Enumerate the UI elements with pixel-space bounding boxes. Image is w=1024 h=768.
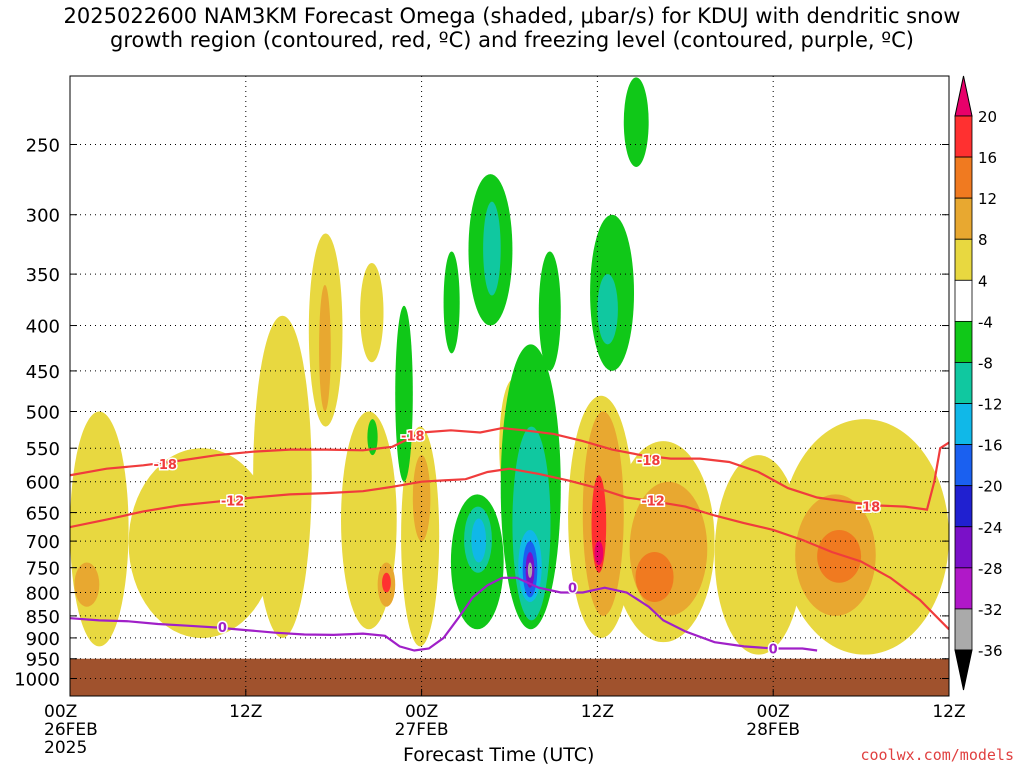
x-tick-label: 2025 bbox=[44, 738, 87, 758]
ground-layer bbox=[70, 658, 949, 696]
colorbar-label: -4 bbox=[978, 313, 993, 331]
contour-line-0 bbox=[70, 576, 818, 652]
contour-label: 0 bbox=[568, 582, 577, 597]
omega-shade-region bbox=[483, 201, 501, 296]
contour-label: -18 bbox=[153, 458, 177, 473]
x-tick-label: 00Z bbox=[405, 702, 438, 722]
colorbar-label: -12 bbox=[978, 396, 1003, 414]
contour-line--12 bbox=[70, 467, 949, 631]
contour-label: 0 bbox=[769, 642, 778, 657]
title-line-1: 2025022600 NAM3KM Forecast Omega (shaded… bbox=[63, 4, 961, 28]
y-tick-label: 900 bbox=[26, 629, 60, 650]
omega-shade-region bbox=[367, 419, 378, 456]
omega-shade-region bbox=[623, 77, 649, 167]
y-tick-label: 700 bbox=[26, 532, 60, 553]
colorbar-swatch bbox=[954, 279, 973, 322]
omega-shade-region bbox=[817, 529, 862, 583]
x-axis-label: Forecast Time (UTC) bbox=[403, 744, 595, 766]
y-tick-label: 400 bbox=[26, 317, 60, 338]
colorbar-bottom-arrow bbox=[954, 649, 973, 691]
y-tick-label: 300 bbox=[26, 206, 60, 227]
x-tick-label: 12Z bbox=[581, 702, 614, 722]
watermark: coolwx.com/models bbox=[860, 746, 1014, 764]
colorbar-label: -32 bbox=[978, 601, 1003, 619]
y-tick-label: 550 bbox=[26, 439, 60, 460]
omega-shade-region bbox=[443, 251, 460, 354]
omega-shade-region bbox=[128, 448, 276, 638]
omega-shade-region bbox=[395, 305, 413, 482]
colorbar-label: -24 bbox=[978, 519, 1003, 537]
omega-shade-region bbox=[382, 572, 391, 593]
omega-shade-region bbox=[253, 315, 312, 638]
omega-shade-region bbox=[360, 262, 384, 363]
omega-shade-region bbox=[597, 274, 618, 345]
colorbar-label: 16 bbox=[978, 149, 997, 167]
colorbar-top-arrow bbox=[954, 75, 973, 117]
colorbar-swatch bbox=[954, 526, 973, 569]
contour-line--18 bbox=[70, 426, 949, 511]
colorbar-swatch bbox=[954, 403, 973, 446]
omega-shade-region bbox=[412, 455, 431, 542]
colorbar-label: -36 bbox=[978, 642, 1003, 660]
colorbar-swatch bbox=[954, 608, 973, 651]
colorbar-label: 20 bbox=[978, 108, 997, 126]
y-tick-label: 950 bbox=[26, 650, 60, 671]
colorbar-label: 4 bbox=[978, 272, 988, 290]
colorbar-label: 12 bbox=[978, 190, 997, 208]
omega-shade-region bbox=[70, 411, 129, 647]
contour-label: -18 bbox=[401, 429, 425, 444]
contour-label: -12 bbox=[221, 495, 245, 510]
x-tick-label: 00Z bbox=[757, 702, 790, 722]
y-tick-label: 250 bbox=[26, 136, 60, 157]
title-line-2: growth region (contoured, red, ºC) and f… bbox=[110, 28, 914, 52]
omega-shade-region bbox=[527, 562, 533, 578]
y-tick-label: 600 bbox=[26, 473, 60, 494]
omega-shade-region bbox=[714, 455, 803, 655]
colorbar-swatch bbox=[954, 238, 973, 281]
omega-shade-region bbox=[594, 541, 604, 566]
contour-label: 0 bbox=[218, 621, 227, 636]
x-tick-label: 28FEB bbox=[746, 720, 800, 740]
colorbar-swatch bbox=[954, 156, 973, 199]
omega-shade-region bbox=[319, 284, 331, 412]
colorbar-swatch bbox=[954, 444, 973, 487]
y-tick-label: 500 bbox=[26, 403, 60, 424]
x-tick-label: 12Z bbox=[932, 702, 965, 722]
colorbar-swatch bbox=[954, 362, 973, 404]
x-tick-label: 26FEB bbox=[44, 720, 98, 740]
y-tick-label: 350 bbox=[26, 265, 60, 286]
omega-shade-region bbox=[74, 562, 100, 607]
colorbar-label: -20 bbox=[978, 478, 1003, 496]
colorbar-label: 8 bbox=[978, 231, 988, 249]
colorbar-label: -28 bbox=[978, 560, 1003, 578]
omega-shade-region bbox=[538, 251, 561, 371]
colorbar-label: -8 bbox=[978, 354, 993, 372]
contour-label: -18 bbox=[637, 454, 661, 469]
colorbar-swatch bbox=[954, 197, 973, 240]
plot-area: -18 -18 -18 -18 -12 -12 0 0 0 bbox=[70, 76, 949, 696]
chart-title: 2025022600 NAM3KM Forecast Omega (shaded… bbox=[0, 4, 1024, 52]
y-tick-label: 850 bbox=[26, 607, 60, 628]
omega-shade-region bbox=[471, 518, 487, 563]
plot-frame bbox=[69, 75, 950, 697]
colorbar-swatch bbox=[954, 115, 973, 158]
contour-label: -18 bbox=[857, 501, 881, 516]
colorbar-swatch bbox=[954, 320, 973, 363]
colorbar-swatch bbox=[954, 567, 973, 610]
x-tick-label: 27FEB bbox=[395, 720, 449, 740]
x-tick-label: 12Z bbox=[229, 702, 262, 722]
contour-label: -12 bbox=[641, 495, 665, 510]
x-tick-label: 00Z bbox=[44, 702, 77, 722]
y-tick-label: 450 bbox=[26, 362, 60, 383]
y-tick-label: 650 bbox=[26, 504, 60, 525]
colorbar-swatch bbox=[954, 485, 973, 528]
colorbar-label: -16 bbox=[978, 437, 1003, 455]
y-tick-label: 1000 bbox=[14, 670, 60, 691]
y-tick-label: 750 bbox=[26, 559, 60, 580]
y-tick-label: 800 bbox=[26, 584, 60, 605]
omega-shade-region bbox=[635, 551, 674, 603]
